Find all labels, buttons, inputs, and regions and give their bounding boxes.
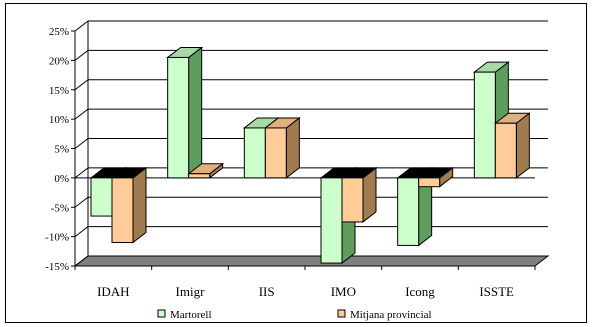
bar-martorell-icong [396, 166, 434, 247]
y-tick-label: 15% [49, 85, 69, 97]
bar-mitjana-provincial-isste [493, 112, 531, 179]
bar-front-face [188, 173, 211, 179]
gridline-diagonal [74, 138, 89, 149]
y-tick-label: 5% [54, 144, 69, 156]
x-category-label: ISSTE [479, 284, 514, 299]
bar-front-face [167, 56, 190, 179]
grid-lines [74, 20, 548, 267]
y-tick-label: 10% [49, 114, 69, 126]
y-tick-labels: -15% -10% -5% 0% 5% 10% 15% 20% 25% [45, 26, 69, 273]
legend: Martorell Mitjana provincial [157, 309, 432, 321]
y-tick-label: 25% [49, 26, 69, 38]
bar-mitjana-provincial-imigr [187, 162, 225, 179]
gridline-diagonal [74, 108, 89, 120]
bar-front-face [264, 127, 287, 179]
gridline-diagonal [74, 167, 89, 179]
legend-label: Mitjana provincial [350, 309, 432, 321]
gridline-diagonal [74, 20, 89, 32]
y-tick-label: 20% [49, 55, 69, 67]
y-tick-label: 0% [54, 173, 69, 185]
x-category-label: IDAH [97, 284, 130, 299]
bar-side-face [132, 166, 147, 244]
legend-swatch [157, 309, 166, 318]
bar-front-face [418, 177, 441, 188]
x-category-labels: IDAH Imigr IIS IMO Icong ISSTE [97, 284, 514, 299]
bar-front-face [397, 177, 420, 246]
bar-front-face [320, 177, 343, 264]
gridline-diagonal [74, 49, 89, 61]
bar-mitjana-provincial-icong [417, 166, 455, 188]
bar-mitjana-provincial-iis [263, 116, 301, 179]
bar-mitjana-provincial-imo [340, 166, 378, 223]
y-tick-label: -5% [51, 202, 69, 214]
bar-martorell-imigr [166, 46, 204, 179]
gridline-diagonal [74, 226, 89, 238]
bar-front-face [473, 71, 496, 179]
bar-martorell-imo [319, 166, 357, 265]
gridline-diagonal [74, 196, 89, 208]
gridline-diagonal [74, 255, 89, 267]
y-tick-label: -15% [45, 261, 69, 273]
bars [89, 46, 531, 265]
x-category-label: Imigr [176, 284, 206, 299]
bar-front-face [90, 177, 113, 217]
bar-front-face [243, 127, 266, 179]
axes [71, 21, 536, 270]
chart-floor [73, 255, 550, 267]
bar-mitjana-provincial-idah [110, 166, 148, 244]
legend-label: Martorell [170, 309, 212, 321]
x-category-label: IMO [331, 284, 356, 299]
bar-front-face [494, 122, 517, 179]
chart-floor-plane [73, 255, 550, 267]
legend-swatch [337, 309, 346, 318]
bar-front-face [341, 177, 364, 223]
bar-side-face [515, 112, 530, 179]
bar-side-face [188, 46, 203, 179]
x-category-label: Icong [405, 284, 435, 299]
y-tick-label: -10% [45, 232, 69, 244]
bar-front-face [111, 177, 134, 243]
gridline-diagonal [74, 79, 89, 91]
x-category-label: IIS [259, 284, 275, 299]
